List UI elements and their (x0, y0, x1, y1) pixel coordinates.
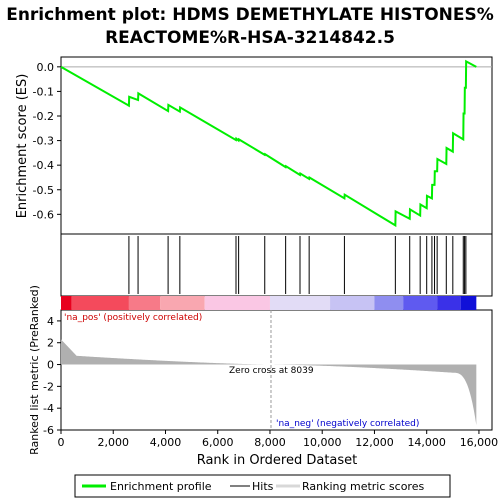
metric-y-tick-label: -6 (43, 424, 54, 437)
x-tick-label: 12,000 (355, 436, 394, 449)
es-y-tick-label: 0.0 (37, 61, 55, 74)
heat-bar-segment (128, 296, 161, 310)
zero-cross-label: Zero cross at 8039 (229, 366, 314, 376)
x-tick-label: 0 (58, 436, 65, 449)
x-axis-label: Rank in Ordered Dataset (197, 453, 358, 468)
chart-title-line-2: REACTOME%R-HSA-3214842.5 (105, 28, 395, 48)
enrichment-profile-line (60, 59, 477, 228)
x-tick-label: 10,000 (303, 436, 342, 449)
heat-bar-segment (204, 296, 270, 310)
hits-panel-frame (60, 233, 493, 297)
heat-bar-segment (71, 296, 129, 310)
heat-bar-segment (61, 296, 72, 310)
x-tick-label: 6,000 (202, 436, 234, 449)
heat-bar-segment (374, 296, 404, 310)
es-y-tick-label: -0.6 (33, 208, 54, 221)
x-tick-label: 16,000 (460, 436, 499, 449)
metric-y-tick-label: 2 (47, 337, 54, 350)
ranking-metric-area (61, 339, 477, 426)
es-y-tick-label: -0.3 (33, 135, 54, 148)
legend-hits: Hits (252, 480, 274, 493)
heat-bar-segment (269, 296, 331, 310)
metric-y-tick-label: -4 (43, 402, 54, 415)
metric-y-tick-label: 4 (47, 315, 54, 328)
heat-bar-segment (403, 296, 438, 310)
metric-y-tick-label: 0 (47, 359, 54, 372)
legend-enrichment-profile: Enrichment profile (110, 480, 212, 493)
heat-bar-segment (460, 296, 477, 310)
positive-correlation-label: 'na_pos' (positively correlated) (64, 313, 202, 323)
metric-y-tick-label: -2 (43, 380, 54, 393)
legend-ranking-metric-scores: Ranking metric scores (302, 480, 424, 493)
x-tick-label: 2,000 (97, 436, 129, 449)
x-tick-label: 4,000 (150, 436, 182, 449)
heat-bar-segment (330, 296, 375, 310)
x-tick-label: 14,000 (407, 436, 446, 449)
heat-bar-segment (437, 296, 461, 310)
es-y-tick-label: -0.5 (33, 184, 54, 197)
negative-correlation-label: 'na_neg' (negatively correlated) (276, 419, 419, 429)
x-tick-label: 8,000 (254, 436, 286, 449)
chart-title-line-1: Enrichment plot: HDMS DEMETHYLATE HISTON… (6, 5, 494, 25)
heat-bar-segment (160, 296, 205, 310)
es-y-tick-label: -0.4 (33, 159, 54, 172)
legend-box (74, 474, 451, 498)
es-y-tick-label: -0.1 (33, 85, 54, 98)
es-y-tick-label: -0.2 (33, 110, 54, 123)
es-y-axis-label: Enrichment score (ES) (15, 74, 30, 219)
metric-y-axis-label: Ranked list metric (PreRanked) (28, 285, 41, 455)
